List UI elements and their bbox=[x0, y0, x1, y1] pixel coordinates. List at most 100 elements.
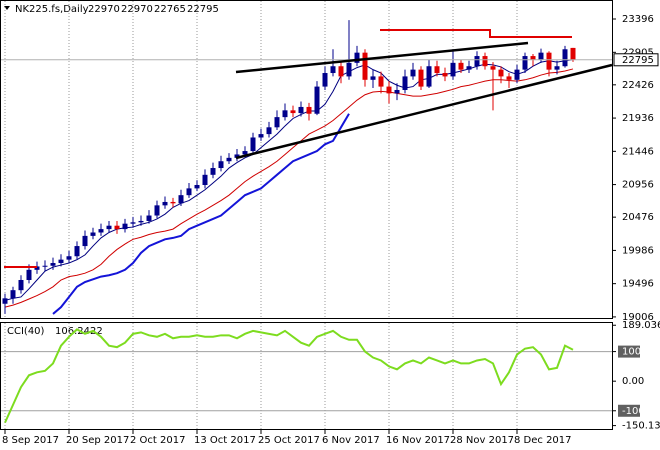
candle-body bbox=[186, 188, 192, 196]
candle-body bbox=[338, 66, 344, 77]
candle-body bbox=[114, 225, 120, 230]
y-tick-label: 100 bbox=[622, 347, 641, 358]
y-tick-label: -100 bbox=[622, 406, 645, 417]
candle-body bbox=[162, 201, 168, 206]
candle-body bbox=[570, 47, 576, 60]
header-high: 22970 bbox=[121, 4, 153, 15]
line bbox=[4, 328, 574, 424]
y-tick-label: 21446 bbox=[622, 146, 654, 157]
candle-body bbox=[58, 259, 64, 264]
chart-title: NK225.fs,Daily bbox=[15, 4, 89, 15]
candle-body bbox=[274, 117, 280, 128]
candle-body bbox=[402, 76, 408, 90]
y-tick-label: 21936 bbox=[622, 113, 654, 124]
candle-body bbox=[306, 106, 312, 114]
header-open: 22970 bbox=[88, 4, 120, 15]
candle-body bbox=[546, 52, 552, 70]
candle-body bbox=[146, 215, 152, 221]
y-tick-label: 20956 bbox=[622, 180, 654, 191]
candle-body bbox=[330, 66, 336, 74]
candle-body bbox=[26, 269, 32, 280]
candle-body bbox=[258, 134, 264, 138]
candle-body bbox=[394, 89, 400, 94]
candle-body bbox=[250, 137, 256, 152]
candle-body bbox=[474, 56, 480, 67]
level-box bbox=[618, 404, 640, 417]
y-tick-label: -150.134 bbox=[622, 421, 660, 432]
candle-body bbox=[354, 52, 360, 63]
y-tick-label: 22426 bbox=[622, 80, 654, 91]
candle-body bbox=[370, 76, 376, 80]
candle-body bbox=[442, 73, 448, 77]
header-close: 22795 bbox=[187, 4, 219, 15]
y-tick-label: 19496 bbox=[622, 279, 654, 290]
candle-body bbox=[18, 279, 24, 291]
candle-body bbox=[202, 174, 208, 185]
candle-body bbox=[522, 56, 528, 70]
candle-body bbox=[242, 151, 248, 155]
y-tick-label: 189.0362 bbox=[622, 320, 660, 331]
y-tick-label: 19986 bbox=[622, 245, 654, 256]
main-panel bbox=[0, 0, 613, 319]
candle-body bbox=[74, 246, 80, 257]
price-box bbox=[613, 53, 659, 67]
candle-body bbox=[530, 56, 536, 60]
candle-body bbox=[42, 265, 48, 267]
candle-body bbox=[458, 62, 464, 70]
candle-body bbox=[514, 69, 520, 80]
x-tick-label: 13 Oct 2017 bbox=[194, 435, 256, 446]
candle-body bbox=[290, 110, 296, 114]
candle-body bbox=[562, 49, 568, 67]
candle-body bbox=[2, 298, 8, 304]
candle-body bbox=[10, 290, 16, 299]
x-tick-label: 6 Nov 2017 bbox=[322, 435, 380, 446]
trendline bbox=[235, 63, 613, 160]
candle-body bbox=[50, 263, 56, 266]
candle-body bbox=[122, 223, 128, 230]
candle-body bbox=[130, 222, 136, 224]
candle-body bbox=[66, 256, 72, 260]
y-tick-label: 23396 bbox=[622, 14, 654, 25]
candle-body bbox=[106, 225, 112, 230]
candle-body bbox=[554, 66, 560, 70]
cci-title: CCI(40) bbox=[7, 326, 45, 337]
candle-body bbox=[154, 205, 160, 216]
candle-body bbox=[322, 73, 328, 87]
candle-body bbox=[210, 168, 216, 175]
trendline bbox=[235, 41, 529, 74]
candle-body bbox=[90, 232, 96, 236]
candle-body bbox=[282, 110, 288, 118]
candle-body bbox=[410, 69, 416, 77]
x-tick-label: 2 Oct 2017 bbox=[130, 435, 185, 446]
level-box bbox=[618, 345, 640, 358]
x-tick-label: 8 Dec 2017 bbox=[514, 435, 572, 446]
resistance-line bbox=[380, 29, 572, 38]
candle-body bbox=[226, 157, 232, 162]
candle-body bbox=[498, 69, 504, 77]
candle-body bbox=[378, 76, 384, 87]
line bbox=[4, 68, 574, 308]
x-tick-label: 16 Nov 2017 bbox=[386, 435, 450, 446]
price-label: 22795 bbox=[622, 55, 654, 66]
candle-body bbox=[466, 66, 472, 70]
x-tick-label: 20 Sep 2017 bbox=[66, 435, 129, 446]
candle-body bbox=[218, 161, 224, 169]
candle-body bbox=[538, 52, 544, 60]
candle-body bbox=[178, 195, 184, 204]
x-tick-label: 28 Nov 2017 bbox=[450, 435, 514, 446]
candle-body bbox=[298, 106, 304, 114]
candle-body bbox=[234, 154, 240, 158]
candle-body bbox=[346, 62, 352, 77]
x-tick-label: 8 Sep 2017 bbox=[2, 435, 59, 446]
candle-body bbox=[490, 66, 496, 70]
candle-body bbox=[418, 69, 424, 87]
y-tick-label: 0.00 bbox=[622, 376, 644, 387]
candle-body bbox=[34, 266, 40, 270]
candle-body bbox=[82, 235, 88, 247]
candle-body bbox=[426, 66, 432, 87]
candle-body bbox=[194, 184, 200, 189]
y-tick-label: 20476 bbox=[622, 212, 654, 223]
candle-body bbox=[386, 86, 392, 94]
